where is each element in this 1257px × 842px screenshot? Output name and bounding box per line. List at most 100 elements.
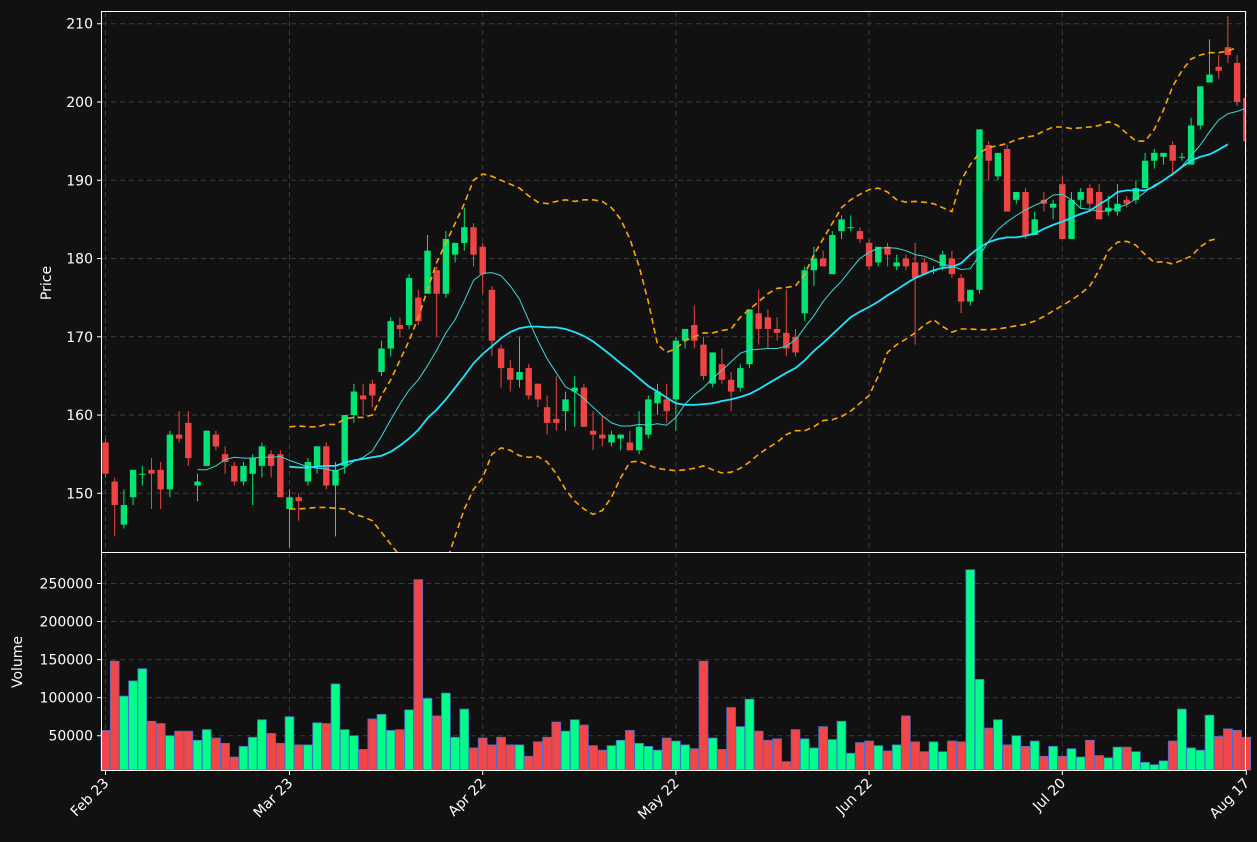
volume-bar [698, 660, 709, 771]
volume-bar [468, 747, 479, 771]
candle-body [718, 364, 726, 380]
candle [185, 411, 192, 466]
candle-body [488, 289, 496, 341]
volume-bar [247, 736, 258, 771]
candle [589, 411, 597, 451]
candle [295, 493, 302, 521]
candle-body [451, 242, 459, 255]
volume-bar [303, 744, 313, 771]
volume-bar [1075, 756, 1086, 771]
candle [718, 348, 726, 384]
price-tick-label: 170 [66, 330, 93, 346]
candle-body [332, 469, 339, 486]
candle [157, 462, 164, 509]
candle-body [727, 379, 735, 392]
volume-tick-label: 250000 [40, 576, 93, 592]
volume-bar [1140, 761, 1150, 771]
candle [461, 207, 468, 251]
volume-bar [1002, 744, 1012, 771]
volume-bar [1094, 755, 1104, 771]
candle [1243, 98, 1245, 142]
volume-bar [772, 738, 782, 771]
candle [1178, 152, 1186, 161]
volume-bar [726, 707, 736, 771]
volume-bar [174, 730, 184, 771]
candle-body [166, 434, 174, 490]
bollinger-lower-line [289, 237, 1219, 552]
volume-bar [569, 719, 580, 771]
candle-body [212, 434, 220, 447]
volume-bar [128, 680, 138, 771]
volume-bar [680, 744, 690, 771]
volume-bar [1057, 755, 1068, 771]
price-panel [102, 15, 1245, 552]
candle-body [654, 391, 661, 404]
candle-body [1206, 74, 1213, 83]
candle-body [295, 497, 302, 502]
candle [341, 415, 348, 474]
volume-bar [1177, 708, 1187, 771]
candle-body [1013, 192, 1020, 200]
volume-bar [275, 742, 286, 771]
volume-bar [266, 733, 276, 771]
volume-bar [1223, 728, 1233, 771]
candle [1132, 180, 1140, 204]
candle-body [571, 387, 578, 392]
candle-body [1095, 192, 1103, 220]
candle [829, 231, 836, 275]
candle [608, 430, 615, 447]
volume-bar [891, 744, 902, 771]
volume-bar [937, 751, 948, 771]
candle [507, 360, 514, 392]
candle [691, 305, 698, 349]
candle-body [921, 262, 928, 275]
candle-body [737, 368, 744, 388]
volume-bar [836, 720, 847, 771]
candle-body [249, 458, 256, 474]
candle-body [589, 430, 597, 435]
volume-bar [781, 761, 792, 771]
volume-bar [1149, 764, 1160, 771]
candle-body [1022, 192, 1029, 236]
candle-body [185, 422, 192, 459]
candle [433, 266, 440, 337]
volume-bar [422, 698, 433, 771]
candle [267, 450, 275, 478]
candle-body [497, 348, 505, 369]
volume-bar [1066, 748, 1077, 771]
candle [856, 227, 864, 243]
volume-bar [864, 740, 874, 771]
volume-bar [1029, 740, 1040, 771]
volume-panel [100, 569, 1252, 771]
volume-bar [155, 723, 166, 771]
candle [387, 317, 394, 357]
candle [884, 242, 891, 267]
candle-body [350, 391, 358, 416]
volume-bar [1241, 736, 1252, 771]
candle-body [635, 426, 643, 451]
candle [1095, 184, 1103, 220]
candle [286, 489, 293, 549]
candle-body [810, 258, 818, 271]
candle [1197, 86, 1204, 130]
volume-bar [661, 737, 672, 771]
volume-bar [901, 715, 911, 771]
volume-bar [1048, 745, 1058, 771]
candle [1123, 195, 1130, 208]
candle-body [175, 434, 183, 439]
volume-bar [404, 709, 414, 771]
candle [369, 379, 376, 408]
volume-bar [238, 745, 249, 771]
volume-bar [1167, 740, 1178, 771]
candle [543, 395, 551, 435]
price-axis-ticks: 150 160 170 180 190 200 210 [66, 17, 102, 502]
candle-body [359, 395, 367, 400]
candle [672, 336, 680, 431]
candle-body [194, 481, 201, 486]
volume-bar [505, 744, 516, 771]
candle-body [1178, 156, 1186, 158]
candle-body [139, 473, 146, 475]
candle-body [957, 278, 965, 302]
volume-bar [993, 719, 1003, 771]
